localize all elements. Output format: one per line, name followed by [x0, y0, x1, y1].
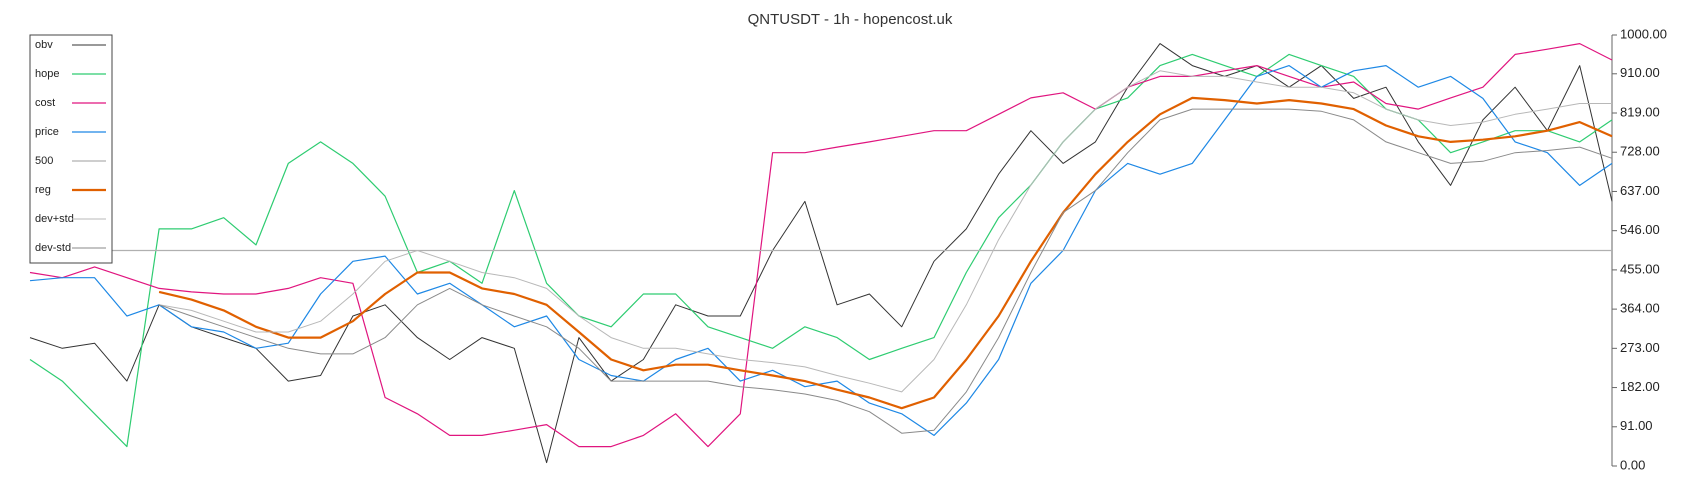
legend-label: reg: [35, 184, 51, 196]
legend-frame: [29, 34, 113, 264]
y-tick-label: 455.00: [1620, 261, 1660, 276]
y-tick-label: 364.00: [1620, 301, 1660, 316]
legend-label: hope: [35, 68, 59, 80]
legend-label: dev+std: [35, 213, 74, 225]
y-tick-label: 910.00: [1620, 65, 1660, 80]
series-line: [29, 65, 1613, 436]
legend: obv hope cost price 500 reg dev+std dev-std: [29, 34, 113, 264]
y-tick-label: 91.00: [1620, 418, 1653, 433]
y-tick-label: 637.00: [1620, 183, 1660, 198]
plot-area: 0.00 91.00 182.00 273.00 364.00 455.00 546.00 6…: [29, 26, 1667, 472]
series-line: [158, 96, 1613, 410]
series-line: [29, 43, 1613, 464]
series-line: [29, 43, 1613, 448]
y-tick-label: 273.00: [1620, 340, 1660, 355]
legend-label: obv: [35, 39, 53, 51]
y-tick-label: 546.00: [1620, 222, 1660, 237]
y-tick-label: 1000.00: [1620, 26, 1667, 41]
y-tick-label: 819.00: [1620, 104, 1660, 119]
series-line: [29, 53, 1613, 448]
chart-title: QNTUSDT - 1h - hopencost.uk: [748, 11, 953, 28]
legend-label: cost: [35, 97, 55, 109]
y-tick-label: 0.00: [1620, 457, 1645, 472]
y-tick-label: 728.00: [1620, 144, 1660, 159]
legend-label: dev-std: [35, 242, 71, 254]
legend-label: 500: [35, 155, 53, 167]
series-line: [158, 108, 1613, 434]
series-line: [159, 70, 1612, 393]
legend-label: price: [35, 126, 59, 138]
y-tick-label: 182.00: [1620, 379, 1660, 394]
